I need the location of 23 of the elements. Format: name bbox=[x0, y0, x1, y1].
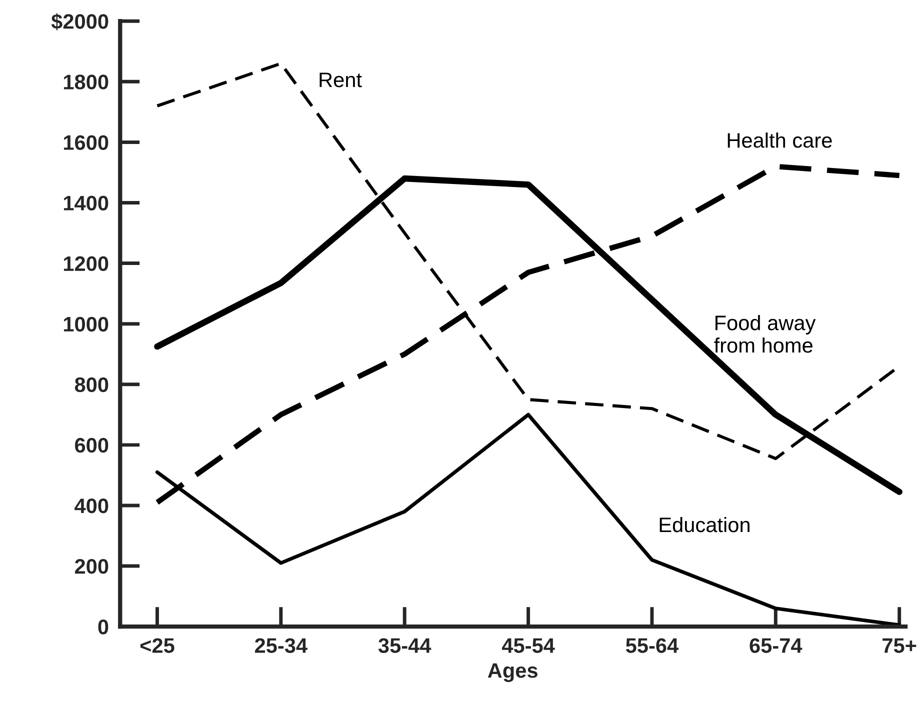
y-tick-label: 1200 bbox=[64, 256, 108, 272]
x-tick-label: 55-64 bbox=[626, 638, 678, 653]
x-tick-label: 75+ bbox=[882, 638, 916, 653]
y-tick-label: 1000 bbox=[64, 316, 108, 332]
x-tick-label: 45-54 bbox=[502, 638, 555, 653]
x-axis-title: Ages bbox=[488, 663, 538, 682]
y-tick-label: 0 bbox=[98, 620, 108, 634]
y-tick-label: 800 bbox=[74, 377, 108, 392]
series-label: Rent bbox=[320, 72, 362, 88]
y-tick-label: 600 bbox=[75, 438, 108, 453]
y-tick-label: $2000 bbox=[51, 13, 108, 30]
series-label: Education bbox=[660, 516, 750, 532]
series-label: Health care bbox=[728, 132, 832, 148]
y-tick-label: 400 bbox=[74, 498, 108, 514]
series-label: Food away from home bbox=[714, 315, 816, 353]
x-tick-label: 25-34 bbox=[254, 638, 308, 654]
y-tick-label: 200 bbox=[74, 559, 108, 574]
y-tick-label: 1800 bbox=[64, 74, 108, 90]
x-tick-label: 65-74 bbox=[750, 638, 802, 653]
x-tick-label: <25 bbox=[140, 638, 174, 653]
y-tick-label: 1400 bbox=[64, 196, 108, 211]
x-tick-label: 35-44 bbox=[378, 638, 432, 654]
y-tick-label: 1600 bbox=[64, 135, 108, 150]
